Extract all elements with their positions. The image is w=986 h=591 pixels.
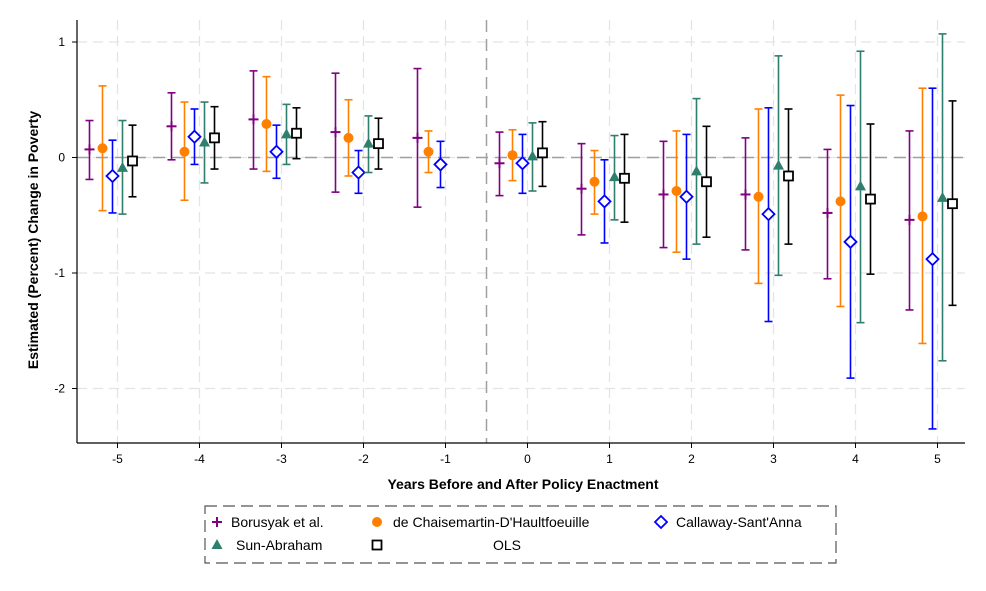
legend-label: Callaway-Sant'Anna xyxy=(676,514,802,530)
legend-marker xyxy=(653,514,669,530)
chart-marks xyxy=(84,33,958,430)
point-estimate xyxy=(835,196,846,207)
legend-marker xyxy=(371,539,383,551)
point-estimate xyxy=(281,128,292,139)
point-estimate xyxy=(105,168,120,184)
x-tick-label: -2 xyxy=(358,452,369,466)
x-axis-title: Years Before and After Policy Enactment xyxy=(387,476,658,492)
y-tick-label: 1 xyxy=(58,35,65,49)
point-estimate xyxy=(433,157,448,172)
point-estimate xyxy=(269,144,284,159)
series-borusyak-et-al xyxy=(84,67,915,311)
x-tick-label: -3 xyxy=(276,452,287,466)
point-estimate xyxy=(679,189,694,205)
series-sun-abraham xyxy=(117,33,948,362)
point-estimate xyxy=(701,176,712,188)
gridlines xyxy=(77,20,965,443)
point-estimate xyxy=(363,137,374,148)
point-estimate xyxy=(576,183,587,194)
point-estimate xyxy=(761,206,776,222)
x-tick-label: 3 xyxy=(770,452,777,466)
x-tick-label: -1 xyxy=(440,452,451,466)
point-estimate xyxy=(843,234,858,250)
point-estimate xyxy=(740,189,751,200)
x-tick-label: -5 xyxy=(112,452,123,466)
y-tick-label: 0 xyxy=(58,151,65,165)
legend-item: Borusyak et al. xyxy=(212,514,324,530)
point-estimate xyxy=(609,171,620,182)
point-estimate xyxy=(199,136,210,147)
axes: -5 -4 -3 -2 -1 0 1 2 3 4 5 -2 -1 0 1 xyxy=(54,20,965,466)
point-estimate xyxy=(507,150,518,161)
legend-marker xyxy=(211,539,223,549)
point-estimate xyxy=(515,156,530,171)
point-estimate xyxy=(537,147,548,159)
point-estimate xyxy=(209,132,220,144)
point-estimate xyxy=(691,165,702,176)
point-estimate xyxy=(925,251,940,267)
legend-label: Borusyak et al. xyxy=(231,514,324,530)
point-estimate xyxy=(84,144,95,155)
point-estimate xyxy=(330,127,341,138)
point-estimate xyxy=(373,138,384,150)
legend-label: OLS xyxy=(493,537,521,553)
series-de-chaisemartin-d-haultfoeuille xyxy=(97,75,928,345)
point-estimate xyxy=(527,150,538,161)
point-estimate xyxy=(117,161,128,172)
point-estimate xyxy=(187,129,202,144)
point-estimate xyxy=(494,158,505,169)
point-estimate xyxy=(248,114,259,125)
y-tick-label: -1 xyxy=(54,266,65,280)
point-estimate xyxy=(423,146,434,157)
point-estimate xyxy=(822,207,833,218)
legend: Borusyak et al. de Chaisemartin-D'Haultfo… xyxy=(204,505,837,564)
point-estimate xyxy=(412,132,423,143)
point-estimate xyxy=(97,143,108,154)
point-estimate xyxy=(261,119,272,130)
series-ols xyxy=(127,100,958,307)
y-tick-label: -2 xyxy=(54,382,65,396)
x-tick-label: 1 xyxy=(606,452,613,466)
point-estimate xyxy=(127,155,138,167)
point-estimate xyxy=(291,127,302,139)
x-tick-label: -4 xyxy=(194,452,205,466)
legend-marker xyxy=(372,517,382,527)
point-estimate xyxy=(855,180,866,191)
legend-item: Callaway-Sant'Anna xyxy=(653,514,802,530)
point-estimate xyxy=(917,211,928,222)
point-estimate xyxy=(865,193,876,205)
legend-label: de Chaisemartin-D'Haultfoeuille xyxy=(393,514,590,530)
legend-label: Sun-Abraham xyxy=(236,537,322,553)
legend-item: de Chaisemartin-D'Haultfoeuille xyxy=(372,514,590,530)
x-tick-label: 2 xyxy=(688,452,695,466)
legend-item: Sun-Abraham xyxy=(211,537,322,553)
point-estimate xyxy=(589,176,600,187)
point-estimate xyxy=(773,159,784,170)
x-tick-label: 5 xyxy=(934,452,941,466)
point-estimate xyxy=(658,189,669,200)
point-estimate xyxy=(753,191,764,202)
point-estimate xyxy=(904,214,915,225)
point-estimate xyxy=(947,198,958,210)
x-tick-label: 0 xyxy=(524,452,531,466)
legend-box xyxy=(204,505,837,564)
point-estimate xyxy=(179,146,190,157)
point-estimate xyxy=(343,132,354,143)
point-estimate xyxy=(671,185,682,196)
legend-item: OLS xyxy=(371,537,521,553)
point-estimate xyxy=(783,170,794,182)
point-estimate xyxy=(166,121,177,132)
series-callaway-sant-anna xyxy=(105,87,940,430)
point-estimate xyxy=(351,165,366,180)
legend-marker xyxy=(212,517,222,527)
y-axis-title: Estimated (Percent) Change in Poverty xyxy=(25,111,41,370)
point-estimate xyxy=(937,191,948,202)
x-tick-label: 4 xyxy=(852,452,859,466)
point-estimate xyxy=(597,194,612,209)
point-estimate xyxy=(619,172,630,184)
